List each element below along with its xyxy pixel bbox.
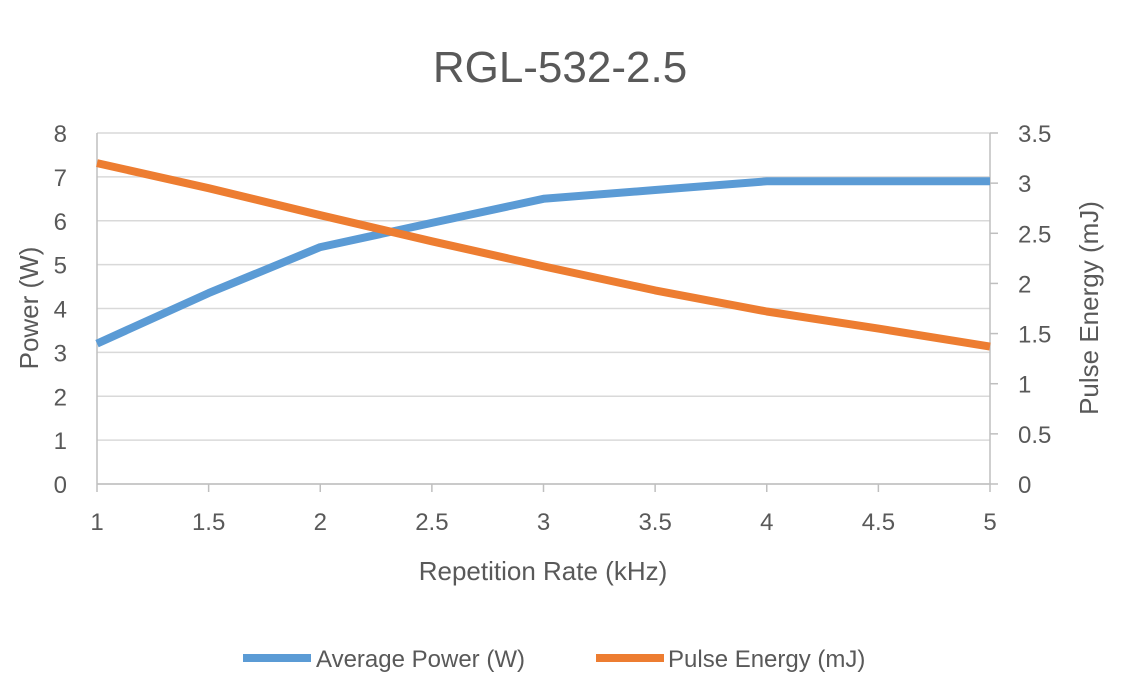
series-lines bbox=[95, 159, 991, 351]
x-tick-label: 5 bbox=[983, 509, 996, 536]
right-y-tick-label: 1 bbox=[1018, 372, 1031, 399]
x-axis-label: Repetition Rate (kHz) bbox=[419, 556, 668, 586]
x-tick-label: 3.5 bbox=[638, 509, 671, 536]
right-y-tick-label: 3.5 bbox=[1018, 121, 1051, 148]
right-y-tick-label: 3 bbox=[1018, 171, 1031, 198]
right-y-tick-label: 2.5 bbox=[1018, 221, 1051, 248]
right-y-tick-label: 0.5 bbox=[1018, 422, 1051, 449]
series-line-pulse-energy bbox=[96, 159, 991, 351]
left-y-tick-label: 5 bbox=[54, 253, 67, 280]
series-line-average-power bbox=[95, 177, 990, 348]
left-y-tick-label: 3 bbox=[54, 340, 67, 367]
right-y-axis-label: Pulse Energy (mJ) bbox=[1074, 201, 1104, 415]
right-y-tick-label: 2 bbox=[1018, 271, 1031, 298]
left-y-tick-label: 8 bbox=[54, 121, 67, 148]
chart-title: RGL-532-2.5 bbox=[433, 43, 687, 92]
x-tick-label: 2 bbox=[314, 509, 327, 536]
left-y-tick-label: 4 bbox=[54, 297, 67, 324]
x-tick-label: 4 bbox=[760, 509, 773, 536]
left-y-axis-label: Power (W) bbox=[14, 247, 44, 370]
left-y-tick-label: 1 bbox=[54, 428, 67, 455]
right-y-tick-label: 1.5 bbox=[1018, 322, 1051, 349]
legend: Average Power (W) Pulse Energy (mJ) bbox=[243, 646, 865, 673]
x-tick-label: 4.5 bbox=[862, 509, 895, 536]
left-y-tick-label: 2 bbox=[54, 384, 67, 411]
left-y-tick-label: 6 bbox=[54, 209, 67, 236]
left-y-tick-label: 0 bbox=[54, 472, 67, 499]
grid bbox=[97, 132, 990, 485]
legend-label-pulse-energy: Pulse Energy (mJ) bbox=[668, 646, 865, 673]
x-tick-label: 1 bbox=[90, 509, 103, 536]
right-y-tick-label: 0 bbox=[1018, 472, 1031, 499]
x-tick-label: 2.5 bbox=[415, 509, 448, 536]
legend-label-average-power: Average Power (W) bbox=[316, 646, 525, 673]
x-tick-label: 3 bbox=[537, 509, 550, 536]
x-tick-label: 1.5 bbox=[192, 509, 225, 536]
left-y-tick-label: 7 bbox=[54, 165, 67, 192]
